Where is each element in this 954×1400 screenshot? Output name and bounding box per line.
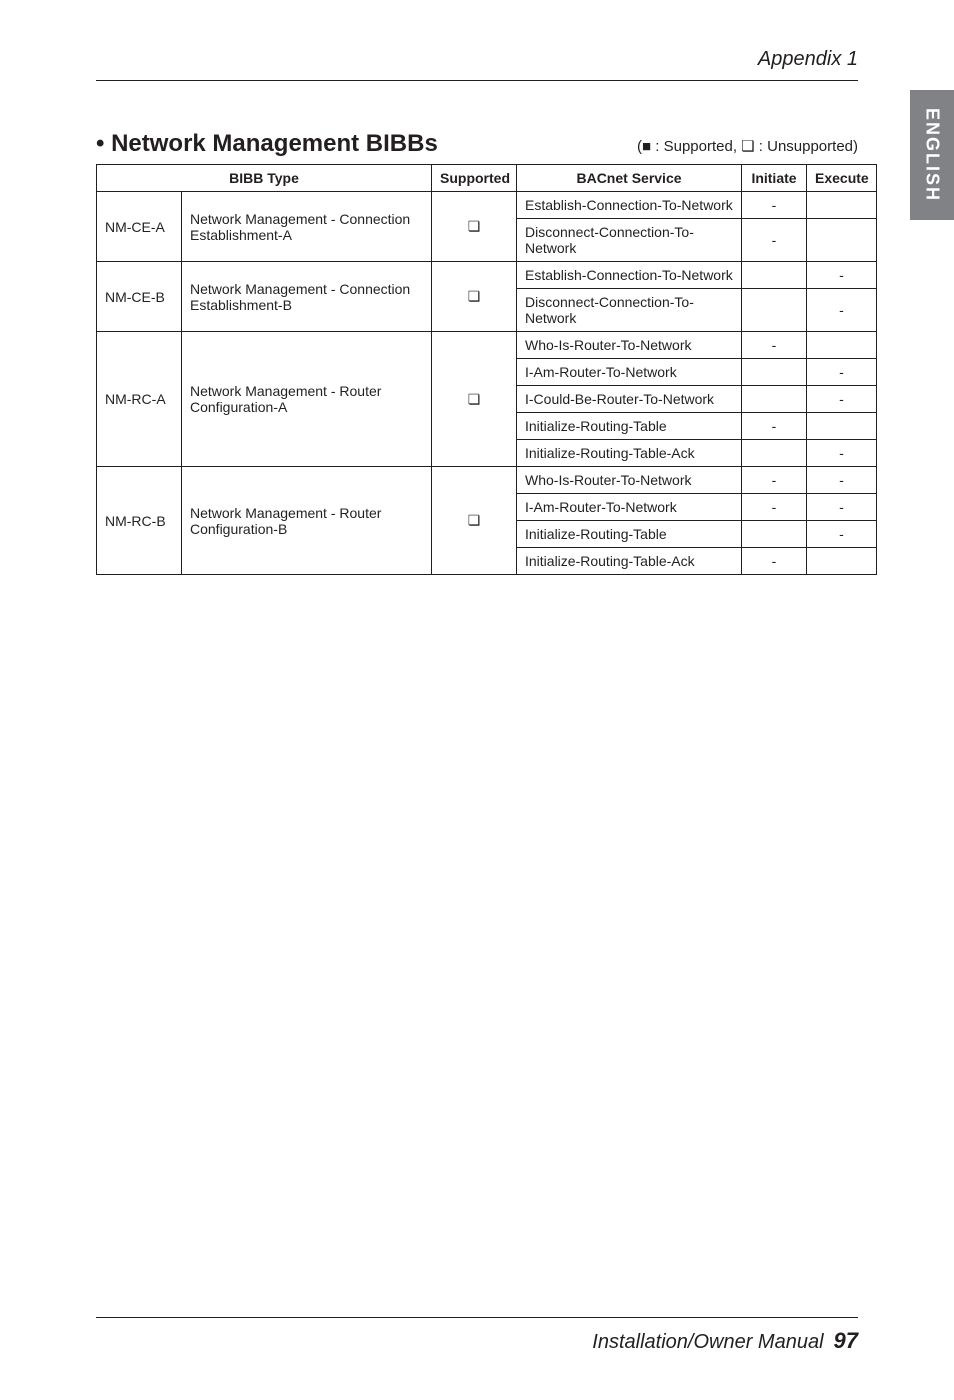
heading-bullet: •	[96, 130, 104, 157]
cell-execute: -	[807, 467, 877, 494]
cell-service: I-Am-Router-To-Network	[517, 494, 742, 521]
bibb-table: BIBB Type Supported BACnet Service Initi…	[96, 164, 877, 575]
cell-initiate: -	[742, 494, 807, 521]
cell-description: Network Management - Connection Establis…	[182, 192, 432, 262]
cell-code: NM-RC-B	[97, 467, 182, 575]
cell-execute: -	[807, 359, 877, 386]
footer-page-number: 97	[834, 1328, 858, 1354]
table-body: NM-CE-ANetwork Management - Connection E…	[97, 192, 877, 575]
cell-service: I-Could-Be-Router-To-Network	[517, 386, 742, 413]
section-heading: • Network Management BIBBs	[96, 130, 438, 158]
cell-service: Initialize-Routing-Table-Ack	[517, 440, 742, 467]
cell-supported: ❏	[432, 467, 517, 575]
table-header: BIBB Type Supported BACnet Service Initi…	[97, 165, 877, 192]
cell-initiate	[742, 359, 807, 386]
cell-service: Who-Is-Router-To-Network	[517, 467, 742, 494]
legend: (■ : Supported, ❏ : Unsupported)	[637, 137, 858, 155]
cell-service: Disconnect-Connection-To-Network	[517, 289, 742, 332]
cell-initiate: -	[742, 219, 807, 262]
cell-initiate: -	[742, 548, 807, 575]
cell-service: Initialize-Routing-Table	[517, 521, 742, 548]
cell-execute: -	[807, 494, 877, 521]
cell-execute: -	[807, 440, 877, 467]
cell-execute	[807, 413, 877, 440]
cell-execute	[807, 192, 877, 219]
cell-service: Establish-Connection-To-Network	[517, 262, 742, 289]
footer-title: Installation/Owner Manual	[592, 1331, 823, 1354]
th-execute: Execute	[807, 165, 877, 192]
th-supported: Supported	[432, 165, 517, 192]
running-head: Appendix 1	[758, 48, 858, 71]
cell-service: Initialize-Routing-Table-Ack	[517, 548, 742, 575]
cell-supported: ❏	[432, 332, 517, 467]
cell-execute: -	[807, 262, 877, 289]
cell-execute	[807, 219, 877, 262]
cell-service: Initialize-Routing-Table	[517, 413, 742, 440]
heading-row: • Network Management BIBBs (■ : Supporte…	[96, 130, 858, 158]
cell-initiate	[742, 521, 807, 548]
header-rule	[96, 80, 858, 81]
content-area: • Network Management BIBBs (■ : Supporte…	[96, 130, 858, 575]
table-row: NM-RC-BNetwork Management - Router Confi…	[97, 467, 877, 494]
table-header-row: BIBB Type Supported BACnet Service Initi…	[97, 165, 877, 192]
heading-text: Network Management BIBBs	[111, 130, 438, 157]
cell-supported: ❏	[432, 262, 517, 332]
cell-code: NM-CE-A	[97, 192, 182, 262]
th-service: BACnet Service	[517, 165, 742, 192]
cell-description: Network Management - Connection Establis…	[182, 262, 432, 332]
table-row: NM-CE-BNetwork Management - Connection E…	[97, 262, 877, 289]
table-row: NM-RC-ANetwork Management - Router Confi…	[97, 332, 877, 359]
language-tab: ENGLISH	[910, 90, 954, 220]
page: Appendix 1 ENGLISH • Network Management …	[0, 0, 954, 1400]
cell-initiate	[742, 289, 807, 332]
cell-initiate: -	[742, 192, 807, 219]
table-row: NM-CE-ANetwork Management - Connection E…	[97, 192, 877, 219]
cell-initiate: -	[742, 467, 807, 494]
footer: Installation/Owner Manual 97	[96, 1317, 858, 1354]
cell-execute	[807, 332, 877, 359]
cell-initiate	[742, 440, 807, 467]
th-initiate: Initiate	[742, 165, 807, 192]
cell-initiate: -	[742, 332, 807, 359]
cell-service: Establish-Connection-To-Network	[517, 192, 742, 219]
cell-initiate: -	[742, 413, 807, 440]
cell-execute	[807, 548, 877, 575]
cell-service: Disconnect-Connection-To-Network	[517, 219, 742, 262]
cell-code: NM-CE-B	[97, 262, 182, 332]
cell-code: NM-RC-A	[97, 332, 182, 467]
cell-service: I-Am-Router-To-Network	[517, 359, 742, 386]
cell-execute: -	[807, 289, 877, 332]
cell-execute: -	[807, 386, 877, 413]
cell-service: Who-Is-Router-To-Network	[517, 332, 742, 359]
cell-execute: -	[807, 521, 877, 548]
th-bibb-type: BIBB Type	[97, 165, 432, 192]
cell-supported: ❏	[432, 192, 517, 262]
cell-initiate	[742, 262, 807, 289]
cell-description: Network Management - Router Configuratio…	[182, 332, 432, 467]
cell-description: Network Management - Router Configuratio…	[182, 467, 432, 575]
cell-initiate	[742, 386, 807, 413]
